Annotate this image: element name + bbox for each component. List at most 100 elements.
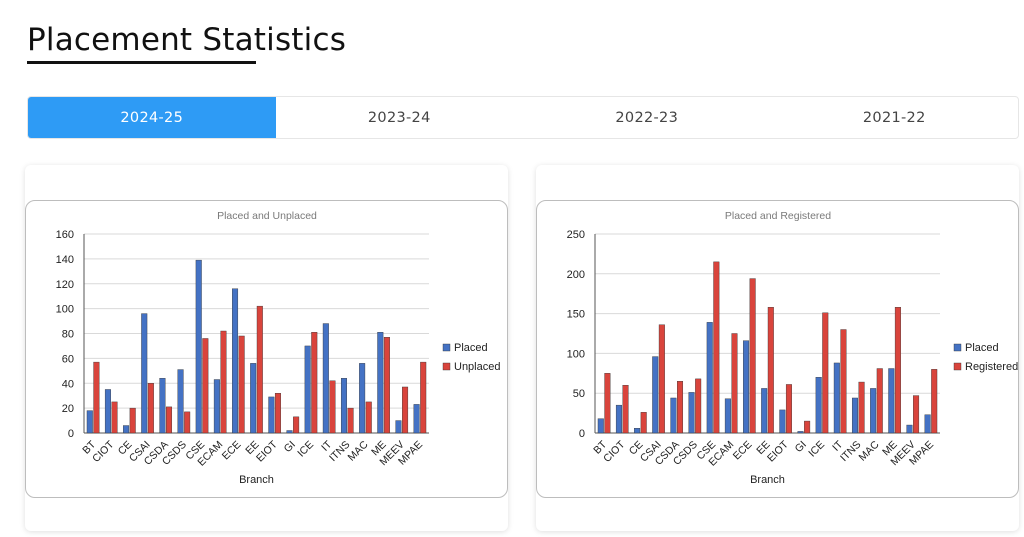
bar-unplaced-gi — [293, 416, 300, 434]
bar-placed-cse — [195, 259, 202, 434]
bar-placed-mpae — [413, 404, 420, 434]
y-tick-label: 100 — [56, 304, 74, 316]
bar-unplaced-ce — [129, 407, 136, 434]
x-axis-label: Branch — [750, 474, 785, 486]
bar-registered-ice — [822, 312, 829, 434]
bar-placed-mac — [870, 388, 877, 434]
legend-swatch-unplaced — [442, 362, 451, 371]
chart-title: Placed and Registered — [725, 210, 831, 222]
y-tick-label: 120 — [56, 279, 74, 291]
bar-registered-ecam — [731, 333, 738, 434]
tab-2023-24[interactable]: 2023-24 — [367, 109, 431, 126]
y-tick-label: 100 — [567, 348, 585, 360]
bar-unplaced-mpae — [420, 361, 427, 434]
bar-unplaced-cse — [202, 338, 209, 434]
x-tick-label: ECE — [731, 439, 755, 463]
bar-placed-itns — [340, 378, 347, 434]
bar-placed-ecam — [724, 398, 731, 434]
bar-registered-ece — [749, 278, 756, 434]
bar-unplaced-itns — [347, 407, 354, 434]
bar-placed-csai — [652, 356, 659, 434]
bar-placed-itns — [851, 397, 858, 434]
bar-placed-me — [888, 368, 895, 434]
y-tick-label: 20 — [62, 403, 74, 415]
placed-unplaced-chart: Placed and Unplaced 0 20 40 60 80 100 120 140 160… — [56, 210, 501, 486]
y-tick-label: 0 — [579, 428, 585, 440]
x-tick-label: CIOT — [601, 438, 628, 465]
bar-unplaced-it — [329, 380, 336, 434]
bar-registered-me — [894, 307, 901, 434]
year-tabs: 2024-25 2023-24 2022-23 2021-22 — [27, 96, 1019, 139]
bar-placed-it — [322, 323, 329, 434]
legend-swatch-registered — [953, 362, 962, 371]
bar-unplaced-ecam — [220, 330, 227, 434]
bar-registered-cse — [713, 261, 720, 434]
bar-unplaced-ice — [311, 332, 318, 434]
chart-title: Placed and Unplaced — [217, 210, 317, 222]
bar-placed-ice — [304, 345, 311, 434]
bar-unplaced-meev — [402, 386, 409, 434]
bar-placed-meev — [395, 420, 402, 434]
bar-registered-meev — [913, 395, 920, 434]
bar-placed-csai — [141, 313, 148, 434]
bar-placed-ce — [634, 428, 641, 434]
placed-registered-card: Placed and Registered 0 50 100 150 200 250 BT CI… — [536, 165, 1019, 531]
bar-unplaced-ee — [256, 305, 263, 434]
bar-placed-cse — [706, 322, 713, 434]
bar-placed-bt — [86, 410, 93, 434]
bar-registered-bt — [604, 373, 611, 434]
legend-swatch-placed — [442, 343, 451, 352]
bar-unplaced-csda — [166, 406, 173, 434]
x-tick-label: ICE — [295, 439, 316, 460]
y-tick-label: 140 — [56, 254, 74, 266]
bar-placed-gi — [797, 431, 804, 434]
bar-unplaced-csds — [184, 411, 191, 434]
legend-label-unplaced: Unplaced — [454, 361, 500, 373]
bar-registered-eiot — [785, 384, 792, 434]
legend-label-placed: Placed — [965, 342, 999, 354]
bar-unplaced-ciot — [111, 401, 118, 434]
bar-placed-bt — [597, 418, 604, 434]
bar-placed-me — [377, 332, 384, 434]
placed-registered-chart: Placed and Registered050100150200250BTCI… — [567, 210, 1019, 486]
legend-label-placed: Placed — [454, 342, 488, 354]
y-tick-label: 50 — [573, 388, 585, 400]
tab-2021-22[interactable]: 2021-22 — [862, 109, 926, 126]
title-underline — [27, 61, 256, 64]
bar-registered-csds — [695, 378, 702, 434]
bar-unplaced-ece — [238, 335, 245, 434]
y-tick-label: 160 — [56, 229, 74, 241]
bar-unplaced-me — [383, 337, 390, 434]
y-tick-label: 40 — [62, 378, 74, 390]
bar-placed-csds — [177, 369, 184, 434]
bar-placed-it — [833, 362, 840, 434]
bar-placed-csda — [670, 397, 677, 434]
y-tick-label: 80 — [62, 329, 74, 341]
y-tick-label: 150 — [567, 309, 585, 321]
x-tick-label: ICE — [806, 439, 827, 460]
bar-placed-ece — [232, 288, 239, 434]
placed-registered-chart-frame: Placed and Registered 0 50 100 150 200 250 BT CI… — [536, 200, 1019, 498]
bar-placed-eiot — [779, 409, 786, 434]
bar-unplaced-eiot — [274, 392, 281, 434]
bar-placed-ece — [743, 340, 750, 434]
tab-2024-25[interactable]: 2024-25 — [28, 97, 276, 138]
x-tick-label: EIOT — [254, 438, 280, 464]
bar-placed-mac — [359, 363, 366, 434]
bar-placed-gi — [286, 430, 293, 434]
placed-unplaced-card: Placed and Unplaced 0 20 40 60 80 100 120 140 160… — [25, 165, 508, 531]
x-tick-label: CIOT — [90, 438, 117, 465]
placed-unplaced-chart-frame: Placed and Unplaced 0 20 40 60 80 100 120 140 160… — [25, 200, 508, 498]
tab-2022-23[interactable]: 2022-23 — [615, 109, 679, 126]
bar-registered-gi — [804, 420, 811, 434]
bar-registered-it — [840, 329, 847, 434]
bar-registered-csda — [677, 381, 684, 434]
bar-placed-ecam — [213, 379, 220, 434]
bar-registered-ciot — [622, 385, 629, 434]
bar-registered-mpae — [931, 369, 938, 434]
y-tick-label: 200 — [567, 269, 585, 281]
bar-placed-ee — [761, 388, 768, 434]
y-tick-label: 0 — [68, 428, 74, 440]
bar-registered-ee — [767, 307, 774, 434]
y-tick-label: 60 — [62, 353, 74, 365]
